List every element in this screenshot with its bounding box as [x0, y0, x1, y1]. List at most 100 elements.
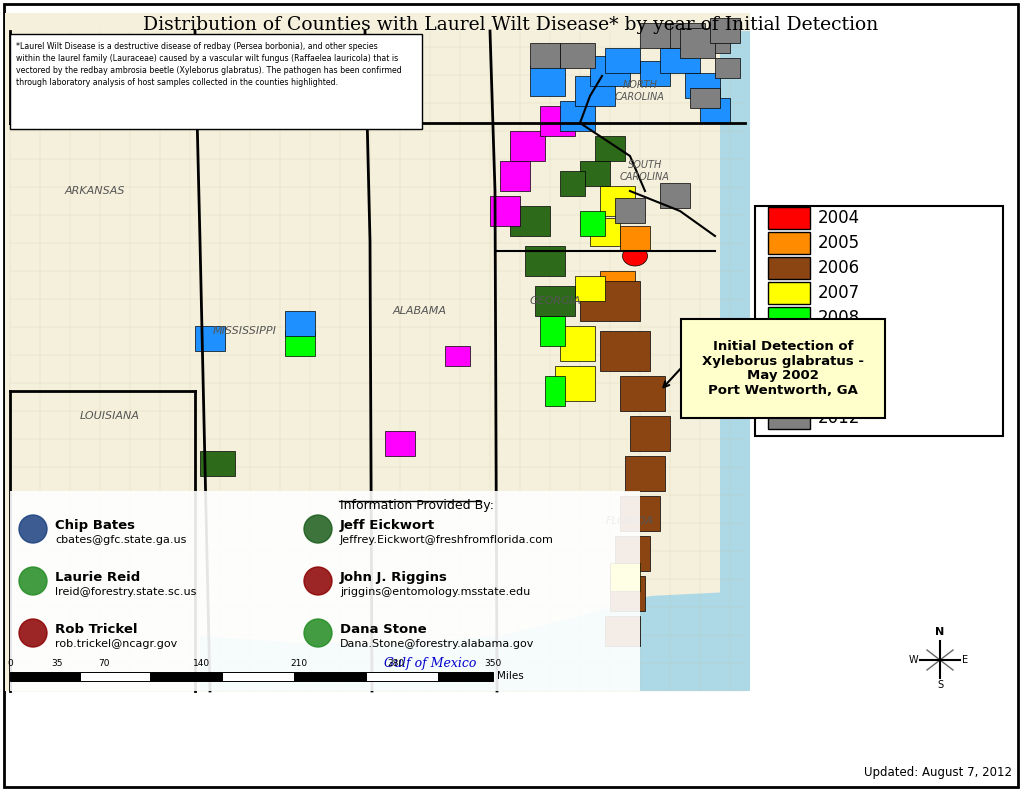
Text: Miles: Miles — [497, 671, 523, 681]
Bar — [768, 307, 810, 329]
Text: Dana.Stone@forestry.alabama.gov: Dana.Stone@forestry.alabama.gov — [340, 639, 535, 649]
Bar — [500, 161, 530, 191]
Bar — [10, 491, 640, 691]
Bar — [615, 198, 645, 223]
Bar — [768, 407, 810, 429]
Bar — [560, 326, 595, 361]
Bar — [535, 286, 575, 316]
Bar — [285, 331, 315, 356]
Polygon shape — [721, 31, 750, 601]
Text: Chip Bates: Chip Bates — [55, 519, 135, 532]
Text: John J. Riggins: John J. Riggins — [340, 571, 448, 584]
Ellipse shape — [622, 246, 648, 266]
Bar — [150, 672, 222, 681]
Text: Jeffrey.Eickwort@freshfromflorida.com: Jeffrey.Eickwort@freshfromflorida.com — [340, 535, 554, 545]
Text: W: W — [909, 655, 918, 665]
Bar — [640, 61, 670, 86]
Bar — [590, 56, 630, 86]
Circle shape — [304, 515, 332, 543]
Text: rob.trickel@ncagr.gov: rob.trickel@ncagr.gov — [55, 639, 177, 649]
Bar — [10, 34, 422, 129]
Bar — [10, 672, 80, 681]
Circle shape — [19, 567, 47, 595]
Text: Gulf of Mexico: Gulf of Mexico — [384, 657, 476, 669]
Text: within the laurel family (Lauraceae) caused by a vascular wilt fungus (Raffaelea: within the laurel family (Lauraceae) cau… — [16, 54, 399, 63]
Bar — [715, 58, 740, 78]
Text: Information Provided By:: Information Provided By: — [340, 499, 494, 512]
Bar — [710, 18, 740, 43]
Bar — [560, 171, 585, 196]
Text: TENNESSEE: TENNESSEE — [362, 121, 419, 131]
Text: SOUTH
CAROLINA: SOUTH CAROLINA — [620, 161, 670, 182]
Text: 0: 0 — [7, 660, 13, 668]
Bar — [285, 311, 315, 336]
Circle shape — [19, 515, 47, 543]
Bar — [700, 33, 730, 53]
Bar — [560, 43, 595, 68]
Text: MISSISSIPPI: MISSISSIPPI — [213, 326, 277, 336]
Text: Updated: August 7, 2012: Updated: August 7, 2012 — [864, 766, 1012, 779]
Text: N: N — [935, 627, 944, 637]
Bar — [755, 206, 1003, 436]
Text: 210: 210 — [290, 660, 308, 668]
Text: 2011: 2011 — [818, 384, 861, 402]
Text: NORTH
CAROLINA: NORTH CAROLINA — [615, 80, 665, 102]
Circle shape — [304, 567, 332, 595]
Bar — [555, 366, 595, 401]
Text: GEORGIA: GEORGIA — [529, 296, 580, 306]
Bar — [222, 672, 294, 681]
Text: Rob Trickel: Rob Trickel — [55, 623, 138, 636]
Bar — [530, 43, 560, 68]
Bar — [5, 13, 750, 691]
Text: *Laurel Wilt Disease is a destructive disease of redbay (Persea borbonia), and o: *Laurel Wilt Disease is a destructive di… — [16, 42, 378, 51]
Text: 2008: 2008 — [818, 309, 861, 327]
Bar — [700, 98, 730, 123]
Bar — [685, 73, 721, 98]
Bar — [768, 232, 810, 254]
Bar — [540, 316, 565, 346]
Text: 2004: 2004 — [818, 209, 861, 227]
Bar — [580, 211, 605, 236]
Text: cbates@gfc.state.ga.us: cbates@gfc.state.ga.us — [55, 535, 186, 545]
FancyBboxPatch shape — [681, 319, 885, 418]
Bar — [575, 76, 615, 106]
Bar — [366, 672, 438, 681]
Text: Dana Stone: Dana Stone — [340, 623, 426, 636]
Bar — [590, 218, 620, 246]
Bar — [680, 28, 715, 58]
Bar — [560, 101, 595, 131]
Text: 35: 35 — [51, 660, 62, 668]
Circle shape — [304, 619, 332, 647]
Text: 2007: 2007 — [818, 284, 861, 302]
Bar — [610, 563, 640, 591]
Bar — [768, 332, 810, 354]
Bar — [615, 536, 650, 571]
Bar — [580, 161, 610, 186]
Text: through laboratory analysis of host samples collected in the counties highlighte: through laboratory analysis of host samp… — [16, 78, 338, 87]
Text: 140: 140 — [193, 660, 211, 668]
Bar — [630, 416, 670, 451]
Text: 280: 280 — [387, 660, 405, 668]
Bar — [510, 131, 545, 161]
Bar — [580, 281, 640, 321]
Bar — [600, 186, 635, 216]
Bar — [490, 196, 520, 226]
Bar — [510, 206, 550, 236]
Bar — [575, 276, 605, 301]
Text: 2005: 2005 — [818, 234, 861, 252]
Bar — [768, 257, 810, 279]
Bar — [690, 88, 721, 108]
Bar — [438, 672, 493, 681]
Polygon shape — [200, 591, 750, 691]
Bar — [660, 48, 700, 73]
Bar — [640, 23, 675, 48]
Text: 2006: 2006 — [818, 259, 861, 277]
Bar — [660, 183, 690, 208]
Text: S: S — [937, 680, 943, 690]
Circle shape — [19, 619, 47, 647]
Text: Laurie Reid: Laurie Reid — [55, 571, 140, 584]
Bar — [625, 456, 665, 491]
Text: ALABAMA: ALABAMA — [393, 306, 447, 316]
Bar — [545, 376, 565, 406]
Text: 2010: 2010 — [818, 359, 861, 377]
